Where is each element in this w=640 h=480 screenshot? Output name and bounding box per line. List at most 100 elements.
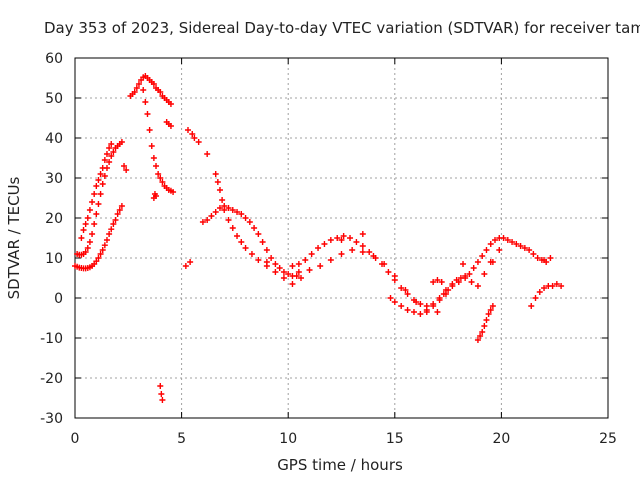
data-point (528, 303, 535, 309)
data-point (423, 309, 430, 315)
data-point (82, 249, 89, 255)
data-point (272, 261, 279, 267)
data-point (317, 263, 324, 269)
data-point (438, 279, 445, 285)
data-point (234, 233, 241, 239)
data-point (481, 323, 488, 329)
data-point (474, 337, 481, 343)
data-point (93, 183, 100, 189)
data-point (95, 177, 102, 183)
data-point (359, 243, 366, 249)
data-point (97, 171, 104, 177)
data-point (334, 235, 341, 241)
data-point (91, 191, 98, 197)
data-point (84, 215, 91, 221)
data-point (101, 242, 108, 249)
plot-frame (74, 57, 609, 419)
data-point (347, 235, 354, 241)
data-point (159, 397, 166, 403)
data-point (536, 289, 543, 295)
data-point (112, 217, 119, 223)
data-point (474, 259, 481, 265)
data-point (280, 275, 287, 281)
data-point (251, 225, 258, 231)
data-point (242, 215, 249, 221)
data-point (263, 247, 270, 253)
data-point (148, 143, 155, 149)
data-point (106, 231, 113, 237)
data-point (532, 295, 539, 301)
data-point (167, 101, 174, 107)
data-point (338, 237, 345, 243)
data-point (116, 207, 123, 213)
data-point (199, 219, 206, 225)
data-point (413, 299, 420, 305)
data-point (327, 237, 334, 243)
data-point (101, 157, 108, 163)
data-point (293, 273, 300, 279)
data-point (268, 255, 275, 261)
data-point (131, 89, 138, 95)
data-point (93, 258, 100, 265)
data-point (86, 239, 93, 245)
data-point (225, 217, 232, 223)
x-tick-label: 20 (492, 431, 510, 447)
data-point (485, 311, 492, 317)
data-point (353, 239, 360, 245)
y-tick-label: -30 (40, 411, 63, 427)
data-point (167, 123, 174, 129)
data-point (187, 259, 194, 265)
data-point (489, 259, 496, 265)
data-point (108, 226, 115, 233)
y-tick-label: -20 (40, 371, 63, 387)
data-point (340, 233, 347, 239)
data-point (391, 273, 398, 279)
data-point (349, 247, 356, 253)
data-point (468, 279, 475, 285)
data-point (153, 193, 160, 199)
data-point (513, 241, 520, 247)
data-point (404, 307, 411, 313)
data-point (255, 231, 262, 237)
data-point (530, 251, 537, 257)
data-point (80, 227, 87, 233)
data-point (259, 239, 266, 245)
data-point (434, 309, 441, 315)
data-point (327, 257, 334, 263)
series-arc-e (140, 87, 177, 195)
data-point (238, 239, 245, 245)
data-point (103, 237, 110, 243)
data-point (140, 87, 147, 93)
series-arc-i (295, 247, 441, 315)
data-point (297, 275, 304, 281)
data-point (479, 253, 486, 259)
data-point (359, 231, 366, 237)
data-point (159, 179, 166, 185)
data-point (101, 173, 108, 179)
x-tick-label: 25 (599, 431, 617, 447)
data-point (417, 301, 424, 307)
y-tick-label: 30 (45, 171, 63, 187)
data-point (306, 267, 313, 273)
data-point (110, 221, 117, 227)
data-point (246, 219, 253, 225)
data-point (366, 249, 373, 255)
data-point (91, 221, 98, 227)
data-point (272, 269, 279, 275)
data-point (487, 241, 494, 247)
data-point (184, 127, 191, 133)
data-point (204, 217, 211, 223)
data-point (541, 285, 548, 291)
data-point (321, 241, 328, 247)
data-point (534, 255, 541, 261)
data-point (255, 257, 262, 263)
data-point (474, 283, 481, 289)
data-point (460, 261, 467, 267)
x-tick-label: 5 (177, 431, 186, 447)
data-point (157, 89, 164, 95)
data-point (99, 165, 106, 171)
series-arc-b (74, 139, 130, 258)
data-point (470, 265, 477, 271)
data-point (99, 247, 106, 253)
